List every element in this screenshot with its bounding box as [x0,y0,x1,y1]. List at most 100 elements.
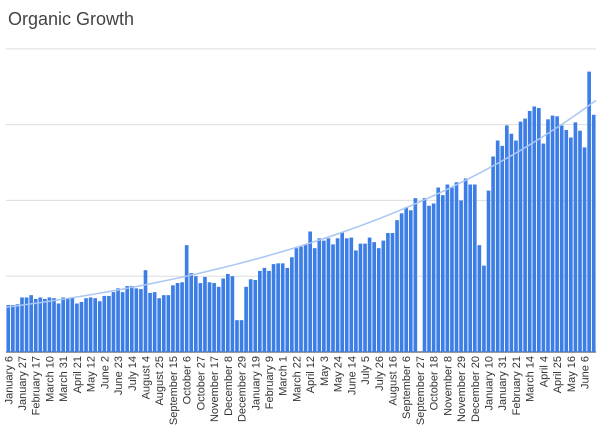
bar [422,198,427,352]
bar [116,288,120,352]
bar [509,133,514,352]
bar [358,243,363,352]
bar [537,107,541,352]
bar [184,245,189,352]
bar [408,210,413,352]
bar [84,298,88,352]
x-tick-label: November 17 [209,356,221,422]
bar [216,286,221,352]
bar [541,143,546,352]
bar [111,292,116,352]
bar [20,297,24,352]
bar [230,276,235,352]
x-tick-label: May 3 [319,356,331,386]
bar [134,288,139,352]
bar [193,276,198,352]
bar [482,265,486,352]
bar [221,278,226,352]
bar [312,248,317,352]
bar [591,114,596,352]
bar [97,301,102,352]
bar [65,298,70,352]
bar [472,184,477,352]
bar [477,245,482,352]
bar [532,106,537,352]
bar [582,147,587,352]
x-tick-label: November 8 [442,356,454,416]
bar [390,233,395,352]
bar [550,115,555,352]
bar [285,267,290,352]
x-tick-label: June 6 [580,356,592,389]
x-tick-label: February 9 [264,356,276,409]
bar [500,145,505,352]
bar [578,130,582,352]
x-tick-label: September 6 [401,356,413,419]
bar [399,213,404,352]
bar [427,205,431,352]
x-tick-label: April 21 [72,356,84,393]
bar [180,282,184,352]
bar [253,280,258,352]
bar [267,270,271,352]
x-tick-label: December 29 [237,356,249,422]
bar [93,298,98,352]
chart-title: Organic Growth [8,9,134,29]
x-tick-label: June 23 [113,356,125,395]
bar [203,276,207,352]
x-tick-label: October 27 [195,356,207,410]
bar [491,156,495,352]
bar [212,283,216,352]
bar [79,301,84,352]
bar [280,263,285,352]
x-tick-label: July 14 [127,356,139,391]
x-tick-label: February 17 [31,356,43,415]
x-tick-label: June 14 [346,356,358,395]
x-tick-label: March 22 [291,356,303,402]
bar [303,244,308,352]
bar [454,182,459,352]
bar [376,248,381,352]
x-tick-label: January 6 [3,356,15,404]
bar [431,203,436,352]
bar [587,71,591,353]
bar [15,304,20,352]
bar [189,273,194,352]
bar [139,289,143,352]
bar [349,237,354,352]
x-tick-label: October 18 [429,356,441,410]
bar [459,200,463,352]
bar [43,298,47,352]
bar [344,238,349,352]
bar [386,233,390,352]
bar [331,244,335,352]
bar [569,137,573,352]
bar [276,263,280,352]
bar [52,298,56,352]
x-tick-label: November 29 [456,356,468,422]
x-tick-label: September 15 [168,356,180,425]
bar [518,121,523,352]
x-tick-label: May 16 [566,356,578,392]
bar [322,240,326,352]
x-tick-label: December 8 [223,356,235,416]
bar [157,298,162,352]
bar [404,207,409,352]
x-tick-label: September 27 [415,356,427,425]
x-tick-label: March 10 [44,356,56,402]
bar [61,297,65,352]
bar [395,220,399,352]
bar [6,305,11,352]
bar [317,238,322,352]
bar [573,122,578,352]
bar [38,297,43,352]
bar [468,184,473,352]
bar [372,242,377,352]
bar [463,178,468,352]
bar [504,125,509,352]
bar [271,264,276,352]
bar [440,195,445,352]
bar [381,240,386,352]
bar [24,297,29,352]
bar [235,320,239,352]
